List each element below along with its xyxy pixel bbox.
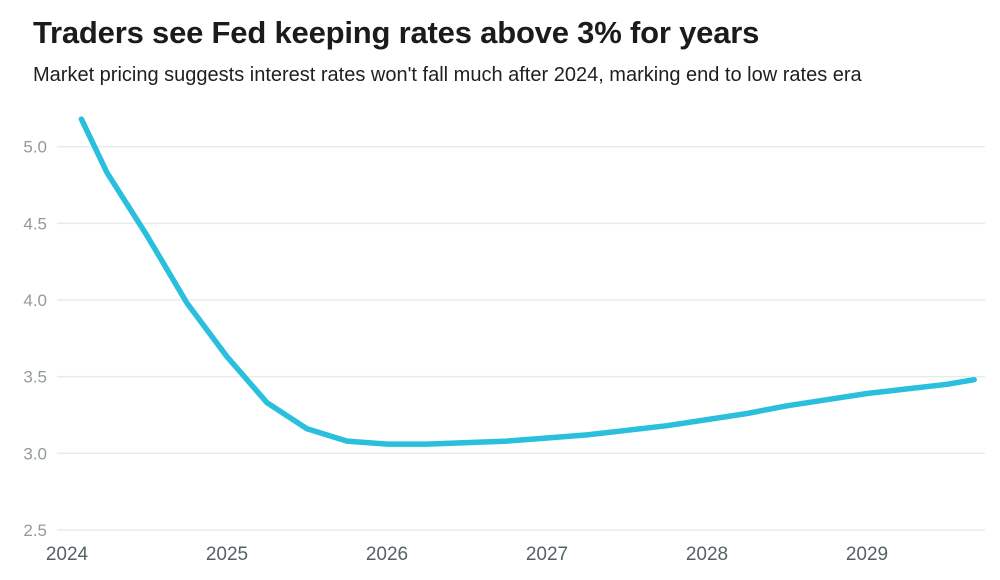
x-tick-label: 2026 (366, 544, 408, 565)
rate-line (78, 116, 977, 447)
y-tick-label: 5.0 (23, 138, 47, 157)
x-tick-label: 2029 (846, 544, 888, 565)
chart-header: Traders see Fed keeping rates above 3% f… (0, 0, 1000, 110)
x-tick-label: 2024 (46, 544, 89, 565)
line-chart: 2.5 3.0 3.5 4.0 4.5 5.0 2024 2025 2026 2027 2028 20… (23, 116, 985, 565)
y-tick-label: 4.0 (23, 291, 47, 310)
x-tick-label: 2028 (686, 544, 728, 565)
chart-subtitle: Market pricing suggests interest rates w… (33, 63, 862, 86)
y-tick-label: 3.0 (23, 444, 47, 463)
y-tick-label: 3.5 (23, 368, 47, 387)
chart-title: Traders see Fed keeping rates above 3% f… (33, 15, 760, 50)
y-tick-label: 4.5 (23, 214, 47, 233)
x-tick-label: 2025 (206, 544, 248, 565)
x-tick-label: 2027 (526, 544, 568, 565)
y-tick-label: 2.5 (23, 521, 47, 540)
